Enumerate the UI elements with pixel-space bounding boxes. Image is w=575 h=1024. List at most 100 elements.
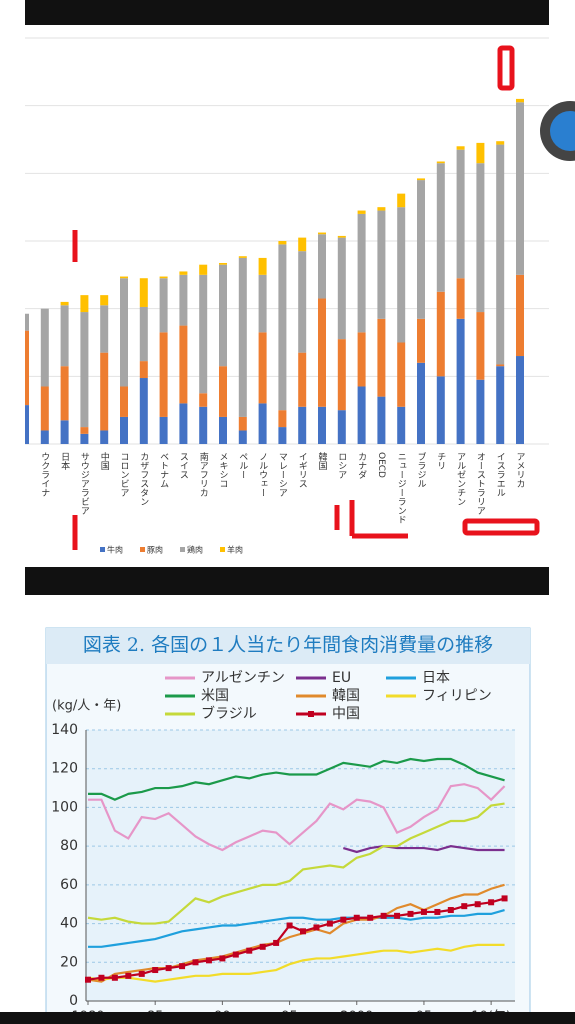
top-bar — [25, 0, 549, 25]
bar-segment — [516, 274, 524, 357]
bar-segment — [357, 386, 366, 444]
bar-segment — [258, 257, 267, 275]
x-tick-label: ノルウェー — [257, 452, 268, 497]
side-button[interactable] — [540, 101, 575, 161]
bar-segment — [60, 301, 69, 306]
bar-segment — [278, 410, 287, 428]
legend-label: フィリピン — [422, 688, 492, 704]
bar-segment — [199, 264, 208, 275]
bar-segment — [496, 364, 505, 367]
bar-segment — [417, 362, 425, 444]
mid-bar — [25, 567, 549, 595]
x-tick-label: カナダ — [356, 452, 367, 479]
series-line — [88, 783, 506, 852]
bar-segment — [139, 306, 148, 362]
bar-segment — [298, 352, 307, 407]
bar-segment — [100, 305, 109, 353]
chart-title: 図表 2. 各国の１人当たり年間食肉消費量の推移 — [83, 634, 493, 656]
bar-segment — [159, 332, 168, 417]
bar-segment — [337, 339, 346, 411]
bottom-bar — [0, 1012, 575, 1024]
bar-segment — [80, 427, 89, 434]
bar-segment — [159, 276, 168, 279]
bar-segment — [100, 295, 109, 306]
x-tick-label: アルゼンチン — [455, 452, 466, 506]
series-line — [87, 943, 505, 983]
legend-swatch — [140, 547, 145, 552]
bar-segment — [25, 330, 29, 406]
bar-segment — [219, 366, 227, 417]
x-tick-label: 日本 — [59, 452, 70, 471]
x-tick-label: ニュージーランド — [396, 452, 407, 524]
bar-segment — [60, 305, 69, 367]
legend-label: 日本 — [422, 670, 450, 686]
bar-segment — [516, 98, 524, 103]
bar-segment — [318, 232, 326, 235]
legend-label: 米国 — [201, 688, 229, 704]
legend-label: 中国 — [332, 706, 360, 722]
point-marker — [179, 963, 186, 970]
bar-segment — [258, 332, 267, 404]
bar-segment — [60, 420, 69, 444]
bar-segment — [179, 274, 188, 326]
bar-segment — [456, 149, 465, 279]
bar-segment — [219, 416, 227, 444]
point-marker — [420, 908, 427, 915]
point-marker — [380, 912, 387, 919]
point-marker — [286, 922, 293, 929]
bar-segment — [377, 318, 386, 397]
bar-segment — [278, 427, 287, 444]
y-tick-label: 20 — [60, 954, 78, 970]
bar-segment — [25, 313, 29, 331]
x-tick-label: ロシア — [336, 452, 346, 479]
bar-segment — [318, 234, 326, 299]
point-marker — [434, 908, 441, 915]
bar-segment — [199, 274, 208, 394]
legend-label: 羊肉 — [227, 545, 243, 555]
bar-segment — [436, 376, 445, 444]
y-tick-label: 0 — [69, 993, 78, 1009]
bar-segment — [80, 433, 89, 444]
point-marker — [340, 916, 347, 923]
bar-segment — [436, 291, 445, 377]
legend-label: ブラジル — [201, 705, 257, 722]
series-line — [87, 802, 505, 925]
point-marker — [152, 967, 159, 974]
bar-segment — [179, 271, 188, 275]
bar-segment — [258, 274, 267, 333]
bar-segment — [199, 393, 208, 407]
bar-segment — [80, 312, 89, 428]
bar-segment — [278, 241, 287, 245]
x-tick-label: オーストラリア — [475, 452, 486, 515]
x-tick-label: 中国 — [99, 451, 110, 471]
x-tick-label: メキシコ — [218, 452, 228, 488]
bar-segment — [456, 278, 465, 319]
point-marker — [326, 920, 333, 927]
point-marker — [192, 959, 199, 966]
x-tick-label: カザフスタン — [138, 452, 149, 506]
bar-segment — [258, 403, 267, 444]
y-tick-label: 60 — [60, 877, 78, 893]
point-marker — [232, 951, 239, 958]
bar-segment — [298, 251, 307, 353]
bar-segment — [139, 278, 148, 307]
x-tick-label: スイス — [178, 452, 189, 479]
point-marker — [273, 939, 280, 946]
point-marker — [353, 914, 360, 921]
point-marker — [85, 976, 91, 983]
legend-label: 鶏肉 — [187, 545, 203, 555]
y-axis-label: (kg/人・年) — [52, 699, 121, 714]
bar-segment — [397, 406, 406, 444]
x-tick-label: コロンビア — [119, 452, 129, 497]
y-tick-label: 120 — [51, 761, 78, 777]
bar-segment — [40, 386, 49, 431]
bar-segment — [496, 144, 505, 365]
bar-segment — [357, 332, 366, 387]
bar-segment — [120, 276, 128, 279]
bar-segment — [417, 178, 425, 181]
bar-segment — [219, 264, 227, 367]
bar-segment — [298, 237, 307, 252]
bar-segment — [40, 308, 49, 387]
y-tick-label: 100 — [51, 799, 78, 815]
bar-segment — [377, 207, 386, 211]
